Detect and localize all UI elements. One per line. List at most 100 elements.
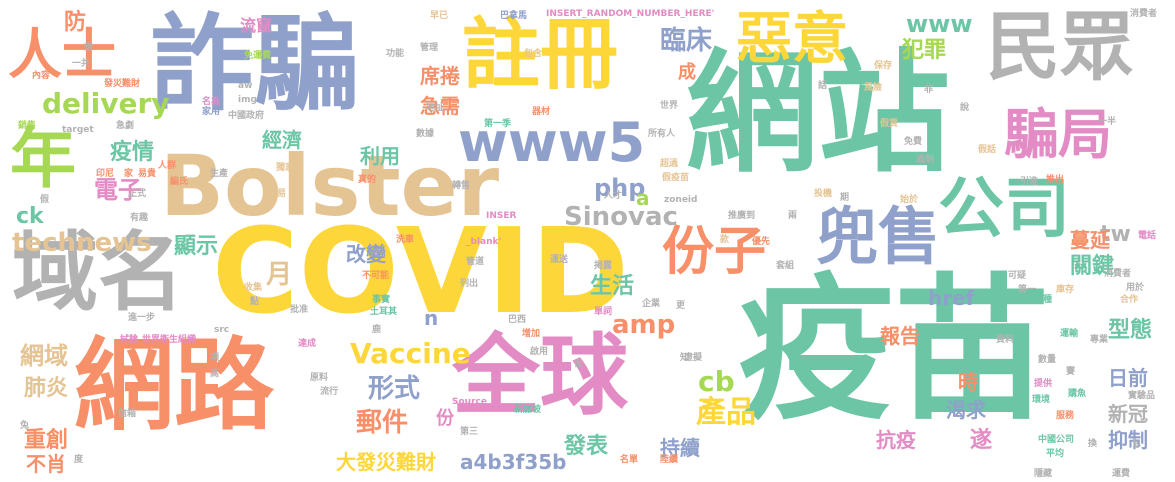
word-cloud-word: 超過 <box>660 159 679 169</box>
word-cloud-word: 套組 <box>776 261 795 271</box>
word-cloud-word: 生產 <box>210 169 229 179</box>
word-cloud-word: 第一 <box>1018 285 1037 295</box>
word-cloud-word: INSER <box>486 211 517 221</box>
word-cloud-word: 生活 <box>590 274 635 299</box>
word-cloud-word: 原料 <box>310 373 329 383</box>
word-cloud-word: 換 <box>1088 439 1098 449</box>
word-cloud-word: 急需 <box>420 94 460 118</box>
word-cloud-word: 網路 <box>74 327 274 444</box>
word-cloud-word: 全球 <box>452 324 629 427</box>
word-cloud-word: 非 <box>924 85 934 95</box>
word-cloud-word: 名為 <box>202 97 221 107</box>
word-cloud-word: 一共 <box>72 59 91 69</box>
word-cloud-word: 日前 <box>1108 366 1148 390</box>
word-cloud-word: 易貴 <box>138 169 157 179</box>
word-cloud-word: 高 <box>210 369 220 379</box>
word-cloud-word: 度 <box>74 455 84 465</box>
word-cloud-word: 關鍵 <box>1070 254 1115 279</box>
word-cloud-word: 形式 <box>368 374 421 404</box>
word-cloud-word: 款 <box>720 235 730 245</box>
word-cloud-word: src <box>214 325 230 335</box>
word-cloud-word: 家用 <box>202 107 221 117</box>
word-cloud-word: 成 <box>678 62 696 83</box>
word-cloud-word: 始於 <box>900 195 919 205</box>
word-cloud-word: 假 <box>40 195 50 205</box>
word-cloud-word: www <box>906 10 973 38</box>
word-cloud-word: 實驗品 <box>1128 391 1156 401</box>
word-cloud-word: 合作 <box>1120 295 1139 305</box>
word-cloud-word: 月 <box>266 260 293 290</box>
word-cloud-word: 公司 <box>938 170 1070 247</box>
word-cloud-word: 服務 <box>1056 411 1075 421</box>
word-cloud-word: Bolster <box>160 137 500 235</box>
word-cloud-word: 達成 <box>298 339 317 349</box>
word-cloud-word: 兜售 <box>816 200 941 273</box>
word-cloud-word: 風險 <box>864 83 883 93</box>
word-cloud-word: 洗車 <box>396 235 415 245</box>
word-cloud-word: 抗疫 <box>876 428 916 452</box>
word-cloud-word: 巴西 <box>508 315 527 325</box>
word-cloud-word: 第三 <box>460 427 479 437</box>
word-cloud-word: 家 <box>124 169 134 179</box>
word-cloud-word: 進一步 <box>128 313 156 323</box>
word-cloud-word: 電子 <box>94 176 142 204</box>
word-cloud-word: target <box>62 125 94 135</box>
word-cloud-word: 改變 <box>346 242 386 266</box>
word-cloud-word: href <box>928 286 975 310</box>
word-cloud-word: 持續 <box>660 436 700 460</box>
word-cloud-word: 保存 <box>874 61 893 71</box>
word-cloud-word: 人才 <box>604 191 623 201</box>
word-cloud-word: 交易 <box>268 189 287 199</box>
word-cloud-word: 可疑 <box>1008 271 1027 281</box>
word-cloud-word: 隱藏 <box>1034 469 1053 479</box>
word-cloud-word: 消費者 <box>1130 9 1158 19</box>
word-cloud-word: 庫存 <box>1056 285 1075 295</box>
word-cloud-word: 購魚 <box>1068 389 1087 399</box>
word-cloud-word: ck <box>16 204 44 229</box>
word-cloud-word: 巴拿馬 <box>500 11 528 21</box>
word-cloud-word: 啟用 <box>530 347 549 357</box>
word-cloud-word: 引進 <box>1020 177 1039 187</box>
word-cloud-word: 兩 <box>788 211 798 221</box>
word-cloud-word: 防 <box>64 10 87 35</box>
word-cloud-word: 虛擬 <box>684 353 703 363</box>
word-cloud-word: 抑制 <box>1108 428 1148 452</box>
word-cloud-word: cb <box>698 365 735 398</box>
word-cloud-word: 型態 <box>1108 318 1153 343</box>
word-cloud-word: 人士 <box>8 23 116 86</box>
word-cloud-word: 收集 <box>244 283 263 293</box>
word-cloud-word: 試驗 <box>120 335 139 345</box>
word-cloud-word: 信箱 <box>118 409 137 419</box>
word-cloud-word: 數據 <box>416 129 435 139</box>
word-cloud-word: 時 <box>958 370 978 394</box>
word-cloud-word: 詐騙 <box>150 3 359 125</box>
word-cloud-word: 印尼 <box>96 169 115 179</box>
word-cloud-word: 產品 <box>696 395 756 430</box>
word-cloud-word: 網站 <box>686 37 950 191</box>
word-cloud-word: 中國政府 <box>228 111 265 121</box>
word-cloud-word: 提供 <box>1034 379 1053 389</box>
word-cloud-word: 民眾 <box>986 4 1134 90</box>
word-cloud-word: 發表 <box>564 434 609 459</box>
word-cloud-word: 域名 <box>12 223 184 323</box>
word-cloud-word: php <box>594 174 646 202</box>
word-cloud-word: 經濟 <box>262 128 302 152</box>
word-cloud-word: 流竄 <box>240 16 273 35</box>
word-cloud-word: Source <box>452 397 487 407</box>
word-cloud-word: 份 <box>436 408 454 429</box>
word-cloud-word: 點 <box>250 297 260 307</box>
word-cloud-word: 獨家 <box>276 163 295 173</box>
word-cloud-word: 騙局 <box>1004 103 1112 166</box>
word-cloud-word: 名單 <box>620 455 639 465</box>
word-cloud-word: 年 <box>10 120 76 197</box>
word-cloud-word: 疫情 <box>110 140 155 165</box>
word-cloud-word: 消費者 <box>1104 269 1132 279</box>
word-cloud-word: 事實 <box>372 295 391 305</box>
word-cloud-word: 數量 <box>1038 355 1057 365</box>
word-cloud-word: 臨床 <box>660 26 713 56</box>
word-cloud-word: 中國公司 <box>1038 435 1075 445</box>
word-cloud-word: technews <box>12 228 152 258</box>
word-cloud-word: 包含 <box>524 49 543 59</box>
word-cloud-word: 掲露 <box>594 261 613 271</box>
word-cloud-word: _blank' <box>466 237 502 247</box>
